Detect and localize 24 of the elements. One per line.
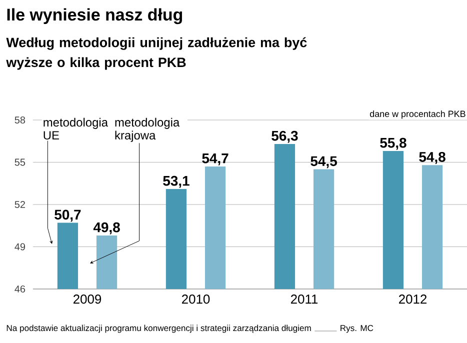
- x-tick-label: 2012: [399, 294, 427, 304]
- data-label: 54,8: [419, 152, 446, 164]
- data-label: 50,7: [54, 210, 81, 222]
- y-tick-label: 52: [14, 200, 25, 208]
- data-label: 54,5: [310, 156, 337, 168]
- data-label: 53,1: [163, 176, 190, 188]
- text: Rys. MC: [340, 325, 374, 333]
- chart-subtitle: Według metodologii unijnej zadłużenie ma być wyższe o kilka procent PKB: [6, 37, 307, 70]
- x-tick-label: 2010: [182, 294, 210, 304]
- y-tick-label: 55: [14, 158, 26, 166]
- y-tick-label: 49: [14, 243, 26, 250]
- y-tick-label: 46: [14, 285, 26, 293]
- text: dane w procentach PKB: [370, 110, 466, 119]
- x-tick-label: 2009: [74, 294, 102, 304]
- data-label: 55,8: [380, 138, 406, 150]
- text: Na podstawie aktualizacji programu konwergencji i strategii zarządzania długiem: [6, 324, 311, 333]
- chart-title: Ile wyniesie nasz dług: [7, 8, 182, 24]
- data-label: 56,3: [272, 130, 298, 143]
- y-tick-label: 58: [14, 116, 26, 124]
- text: metodologia UE: [44, 118, 108, 140]
- data-label: 49,8: [93, 222, 120, 234]
- x-tick-label: 2011: [290, 294, 318, 304]
- data-label: 54,7: [202, 154, 228, 166]
- text: metodologia krajowa: [115, 118, 180, 142]
